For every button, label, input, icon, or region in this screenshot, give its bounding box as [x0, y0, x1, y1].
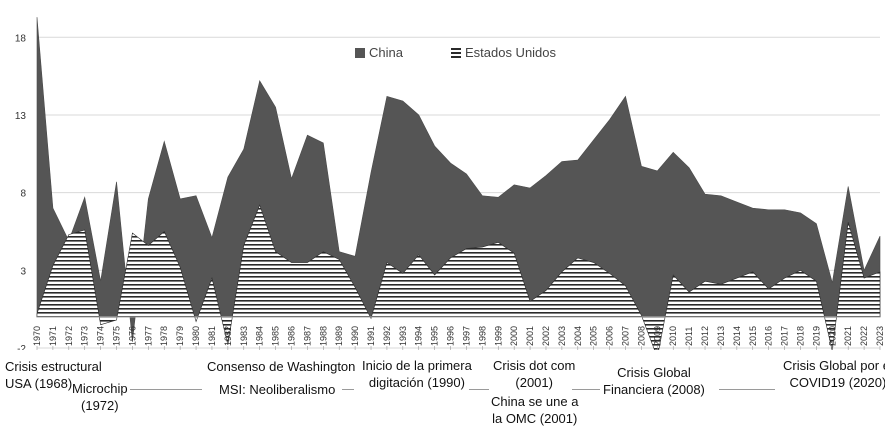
- x-tick-label-2008: 2008: [636, 326, 646, 346]
- x-tick-label-2015: 2015: [748, 326, 758, 346]
- x-tick-label-1989: 1989: [334, 326, 344, 346]
- legend-label-usa: Estados Unidos: [464, 45, 557, 60]
- annotation-washington: Consenso de Washington: [207, 359, 356, 374]
- series-area-estados-unidos: [36, 204, 881, 350]
- y-tick-label-3: 3: [20, 266, 26, 277]
- y-tick-label-18: 18: [15, 33, 27, 44]
- x-tick-label-2004: 2004: [573, 326, 583, 346]
- x-tick-label-2006: 2006: [605, 326, 615, 346]
- x-tick-label-2022: 2022: [859, 326, 869, 346]
- x-tick-label-2013: 2013: [716, 326, 726, 346]
- annotation-covid: Crisis Global por el COVID19 (2020): [783, 358, 885, 390]
- legend-item-china: China: [355, 45, 403, 60]
- legend-swatch-china: [355, 47, 365, 58]
- annotation-digitacion: Inicio de la primera digitación (1990): [362, 358, 472, 390]
- x-tick-label-1973: 1973: [80, 326, 90, 346]
- x-tick-label-2019: 2019: [811, 326, 821, 346]
- x-tick-label-2017: 2017: [780, 326, 790, 346]
- x-tick-label-2014: 2014: [732, 326, 742, 346]
- y-tick-label--2: -2: [17, 344, 26, 350]
- x-tick-label-2005: 2005: [589, 326, 599, 346]
- x-tick-label-2010: 2010: [668, 326, 678, 346]
- x-tick-label-2000: 2000: [509, 326, 519, 346]
- x-tick-label-1978: 1978: [159, 326, 169, 346]
- x-tick-label-1984: 1984: [255, 326, 265, 346]
- x-tick-label-1996: 1996: [446, 326, 456, 346]
- x-tick-label-1995: 1995: [430, 326, 440, 346]
- annotation-dotcom: Crisis dot com (2001): [493, 358, 576, 390]
- x-tick-label-1990: 1990: [350, 326, 360, 346]
- annotation-financiera: Crisis Global Financiera (2008): [603, 365, 705, 397]
- x-tick-label-1981: 1981: [207, 326, 217, 346]
- x-tick-label-2023: 2023: [875, 326, 885, 346]
- x-tick-label-1993: 1993: [398, 326, 408, 346]
- area-chart: -2 3 8 13 18 1970 1971 1972 1973 1974 1975 1976 1977…: [15, 17, 885, 350]
- x-tick-label-2001: 2001: [525, 326, 535, 346]
- annotation-omc: China se une a la OMC (2001): [491, 394, 579, 426]
- chart-legend: China Estados Unidos: [355, 45, 556, 60]
- x-tick-label-2016: 2016: [764, 326, 774, 346]
- annotation-connector-msi: [342, 389, 354, 390]
- annotation-connector-dotcom: [572, 389, 600, 390]
- x-tick-label-1979: 1979: [175, 326, 185, 346]
- x-tick-label-1998: 1998: [477, 326, 487, 346]
- annotation-crisis-usa: Crisis estructural USA (1968): [5, 359, 102, 391]
- legend-item-usa: Estados Unidos: [450, 45, 557, 60]
- x-tick-label-1974: 1974: [96, 326, 106, 346]
- annotation-connector-digitacion: [469, 389, 489, 390]
- x-tick-label-2012: 2012: [700, 326, 710, 346]
- x-tick-label-1997: 1997: [461, 326, 471, 346]
- x-tick-label-1991: 1991: [366, 326, 376, 346]
- x-tick-label-1976: 1976: [127, 326, 137, 346]
- legend-swatch-usa: [450, 47, 461, 58]
- x-tick-label-2018: 2018: [795, 326, 805, 346]
- y-tick-label-8: 8: [20, 189, 26, 200]
- x-tick-label-1985: 1985: [271, 326, 281, 346]
- x-tick-label-2007: 2007: [621, 326, 631, 346]
- x-tick-label-1999: 1999: [493, 326, 503, 346]
- x-tick-label-1982: 1982: [223, 326, 233, 346]
- x-tick-label-1992: 1992: [382, 326, 392, 346]
- x-tick-label-1972: 1972: [64, 326, 74, 346]
- series-areas: [36, 17, 881, 350]
- x-tick-label-1970: 1970: [32, 326, 42, 346]
- x-tick-label-1971: 1971: [48, 326, 58, 346]
- x-tick-label-2011: 2011: [684, 327, 694, 346]
- x-tick-label-1994: 1994: [414, 326, 424, 346]
- axes: -2 3 8 13 18 1970 1971 1972 1973 1974 1975 1976 1977…: [15, 33, 885, 350]
- annotation-msi: MSI: Neoliberalismo: [219, 382, 336, 397]
- y-tick-label-13: 13: [15, 111, 27, 122]
- x-tick-label-2020: 2020: [827, 326, 837, 346]
- legend-label-china: China: [369, 45, 403, 60]
- x-tick-label-1986: 1986: [286, 326, 296, 346]
- annotation-microchip: Microchip (1972): [72, 381, 128, 413]
- annotation-connector-financiera: [719, 389, 775, 390]
- x-tick-label-1980: 1980: [191, 326, 201, 346]
- x-tick-label-1988: 1988: [318, 326, 328, 346]
- x-tick-label-1977: 1977: [143, 326, 153, 346]
- x-tick-label-1983: 1983: [239, 326, 249, 346]
- x-tick-label-1987: 1987: [302, 326, 312, 346]
- x-tick-label-2002: 2002: [541, 326, 551, 346]
- annotation-connector-microchip: [130, 389, 202, 390]
- x-tick-label-1975: 1975: [112, 326, 122, 346]
- x-tick-label-2003: 2003: [557, 326, 567, 346]
- x-tick-label-2021: 2021: [843, 326, 853, 346]
- x-tick-label-2009: 2009: [652, 326, 662, 346]
